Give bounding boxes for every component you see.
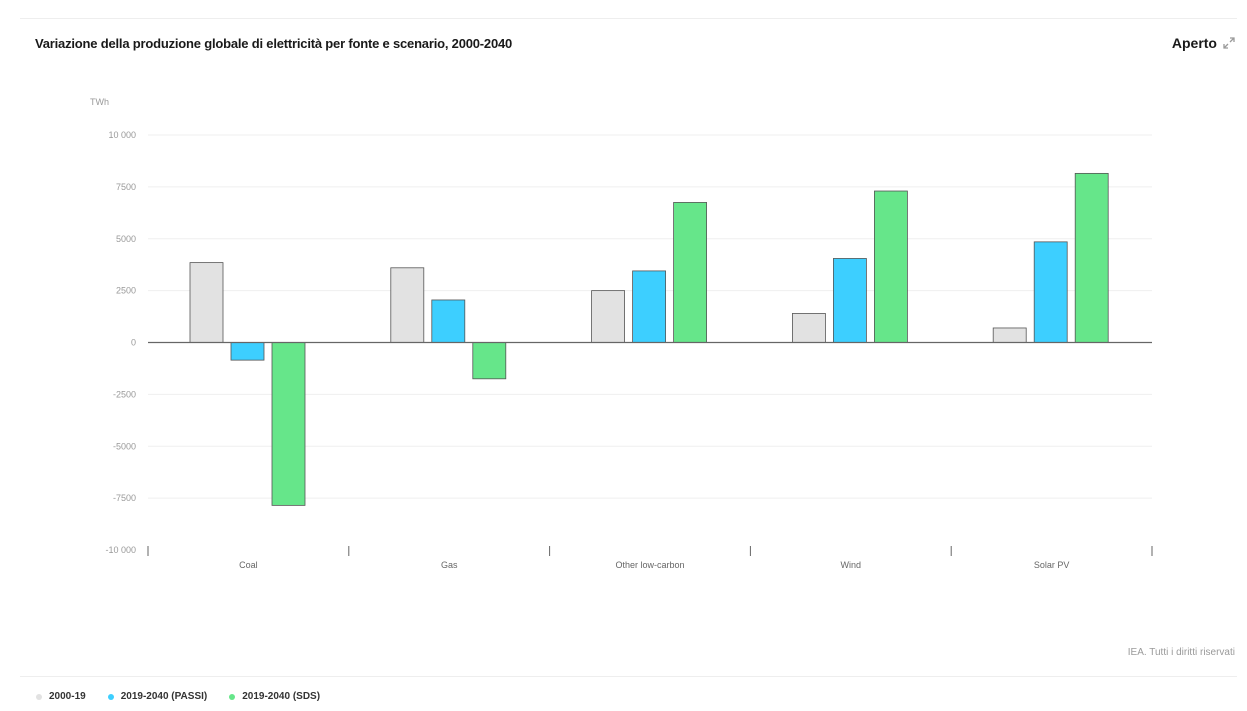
bar bbox=[673, 202, 707, 343]
legend-swatch bbox=[36, 693, 42, 700]
chart-title: Variazione della produzione globale di e… bbox=[35, 36, 513, 51]
bar bbox=[992, 327, 1027, 343]
y-tick-label: -2500 bbox=[113, 389, 136, 399]
x-tick-label: Other low-carbon bbox=[615, 560, 684, 570]
legend-item-2000-19[interactable]: 2000-19 bbox=[36, 691, 86, 702]
bar bbox=[591, 290, 625, 343]
legend-label: 2000-19 bbox=[49, 691, 86, 702]
legend-item-passi[interactable]: 2019-2040 (PASSI) bbox=[107, 691, 208, 702]
bar bbox=[189, 262, 224, 343]
x-tick-label: Gas bbox=[441, 560, 458, 570]
expand-arrows-icon bbox=[1223, 37, 1235, 49]
y-tick-label: 7500 bbox=[116, 182, 136, 192]
x-tick-label: Coal bbox=[239, 560, 258, 570]
bar bbox=[874, 190, 908, 343]
legend-label: 2019-2040 (SDS) bbox=[242, 691, 321, 702]
legend-swatch bbox=[107, 693, 114, 700]
bar bbox=[792, 313, 826, 343]
legend-swatch bbox=[229, 693, 236, 700]
y-tick-label: 2500 bbox=[116, 286, 136, 296]
y-tick-label: 0 bbox=[131, 338, 136, 348]
open-button[interactable]: Aperto bbox=[1172, 35, 1235, 51]
open-label: Aperto bbox=[1171, 35, 1217, 51]
legend-item-sds[interactable]: 2019-2040 (SDS) bbox=[229, 691, 320, 702]
x-tick-label: Solar PV bbox=[1034, 560, 1070, 570]
top-divider bbox=[20, 18, 1237, 19]
y-tick-label: -5000 bbox=[113, 441, 136, 451]
bar bbox=[1033, 241, 1068, 343]
bar bbox=[833, 258, 867, 343]
y-tick-label: 10 000 bbox=[108, 130, 136, 140]
legend-label: 2019-2040 (PASSI) bbox=[120, 691, 208, 702]
y-tick-label: 5000 bbox=[116, 234, 136, 244]
bar bbox=[472, 342, 507, 380]
bar-chart: TWh 10 000 7500 5000 2500 0 -2500 -5000 -7500 -10… bbox=[90, 97, 1153, 570]
source-note: IEA. Tutti i diritti riservati bbox=[1127, 647, 1235, 658]
y-tick-label: -7500 bbox=[113, 493, 136, 503]
y-tick-label: -10 000 bbox=[105, 545, 136, 555]
x-tick-label: Wind bbox=[841, 560, 862, 570]
bar bbox=[431, 299, 466, 343]
bar bbox=[632, 270, 666, 343]
bar bbox=[230, 342, 265, 361]
legend: 2000-19 2019-2040 (PASSI) 2019-2040 (SDS… bbox=[36, 691, 320, 702]
bar bbox=[271, 342, 306, 506]
bottom-divider bbox=[20, 676, 1237, 677]
bar bbox=[390, 267, 425, 343]
bar bbox=[1074, 172, 1109, 343]
y-axis-label: TWh bbox=[90, 97, 109, 107]
